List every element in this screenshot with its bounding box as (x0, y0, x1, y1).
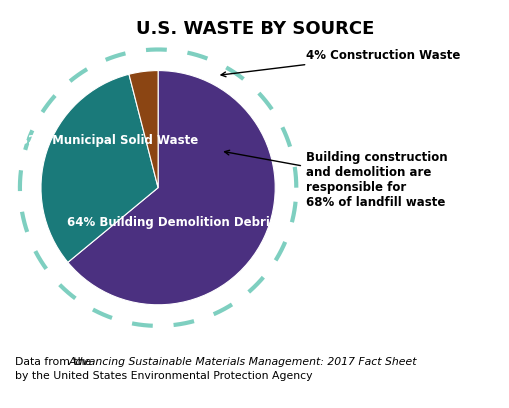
Text: Building construction
and demolition are
responsible for
68% of landfill waste: Building construction and demolition are… (224, 150, 447, 208)
Text: 32% Municipal Solid Waste: 32% Municipal Solid Waste (20, 134, 197, 147)
Text: 64% Building Demolition Debris: 64% Building Demolition Debris (67, 216, 276, 229)
Text: by the United States Environmental Protection Agency: by the United States Environmental Prote… (15, 371, 312, 381)
Wedge shape (41, 74, 158, 262)
Wedge shape (68, 71, 275, 305)
Text: U.S. WASTE BY SOURCE: U.S. WASTE BY SOURCE (135, 20, 374, 38)
Text: 4% Construction Waste: 4% Construction Waste (220, 49, 460, 77)
Wedge shape (129, 71, 158, 188)
Text: Advancing Sustainable Materials Management: 2017 Fact Sheet: Advancing Sustainable Materials Manageme… (69, 357, 416, 367)
Text: Data from the: Data from the (15, 357, 95, 367)
